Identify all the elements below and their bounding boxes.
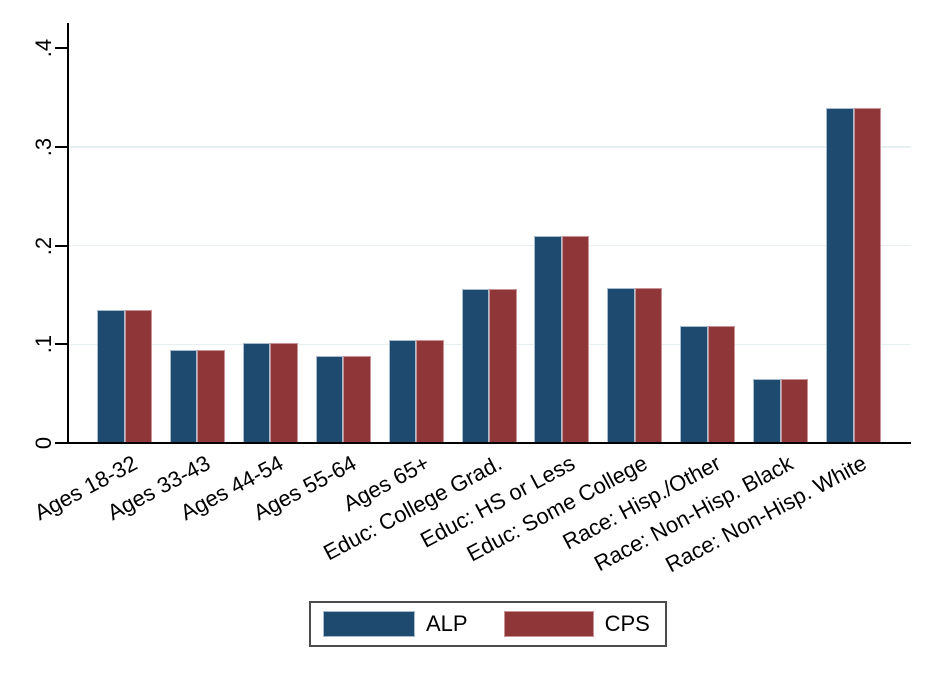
bar-alp-1 [169,350,198,443]
bar-cps-3 [343,356,371,443]
bar-cps-1 [197,350,225,443]
bar-alp-10 [826,108,854,443]
bar-alp-2 [242,343,271,443]
bar-alp-0 [97,309,125,443]
y-gridline [69,146,911,148]
bar-cps-7 [634,287,663,443]
legend-swatch-cps [503,611,594,637]
legend-swatch-alp [323,611,415,637]
bar-cps-4 [416,340,444,443]
legend-label-cps: CPS [604,611,650,636]
bar-cps-5 [489,288,517,443]
x-axis-line [67,441,911,444]
bar-alp-7 [607,287,635,443]
bar-alp-5 [461,288,489,443]
y-tick [55,343,68,346]
bar-alp-4 [388,340,417,443]
y-tick [55,47,68,49]
bar-cps-6 [561,235,590,443]
bar-cps-2 [270,343,298,443]
bar-cps-9 [780,378,809,443]
legend-label-alp: ALP [426,611,468,636]
y-tick-label: .3 [31,137,56,156]
y-tick-label: .2 [31,236,56,255]
bar-cps-8 [707,326,736,443]
y-tick [55,145,68,148]
bar-alp-6 [534,235,562,443]
y-tick-label: .1 [31,335,56,354]
bar-cps-0 [124,309,152,443]
bar-cps-10 [853,108,881,443]
bar-alp-8 [680,326,708,443]
y-tick [55,244,68,247]
y-tick [55,442,68,444]
bar-alp-9 [753,378,781,443]
y-tick-label: 0 [31,436,56,450]
y-axis-line [67,23,69,444]
bar-alp-3 [315,356,344,443]
y-gridline [69,244,911,247]
legend: ALP CPS [309,601,667,647]
y-tick-label: .4 [31,38,56,58]
